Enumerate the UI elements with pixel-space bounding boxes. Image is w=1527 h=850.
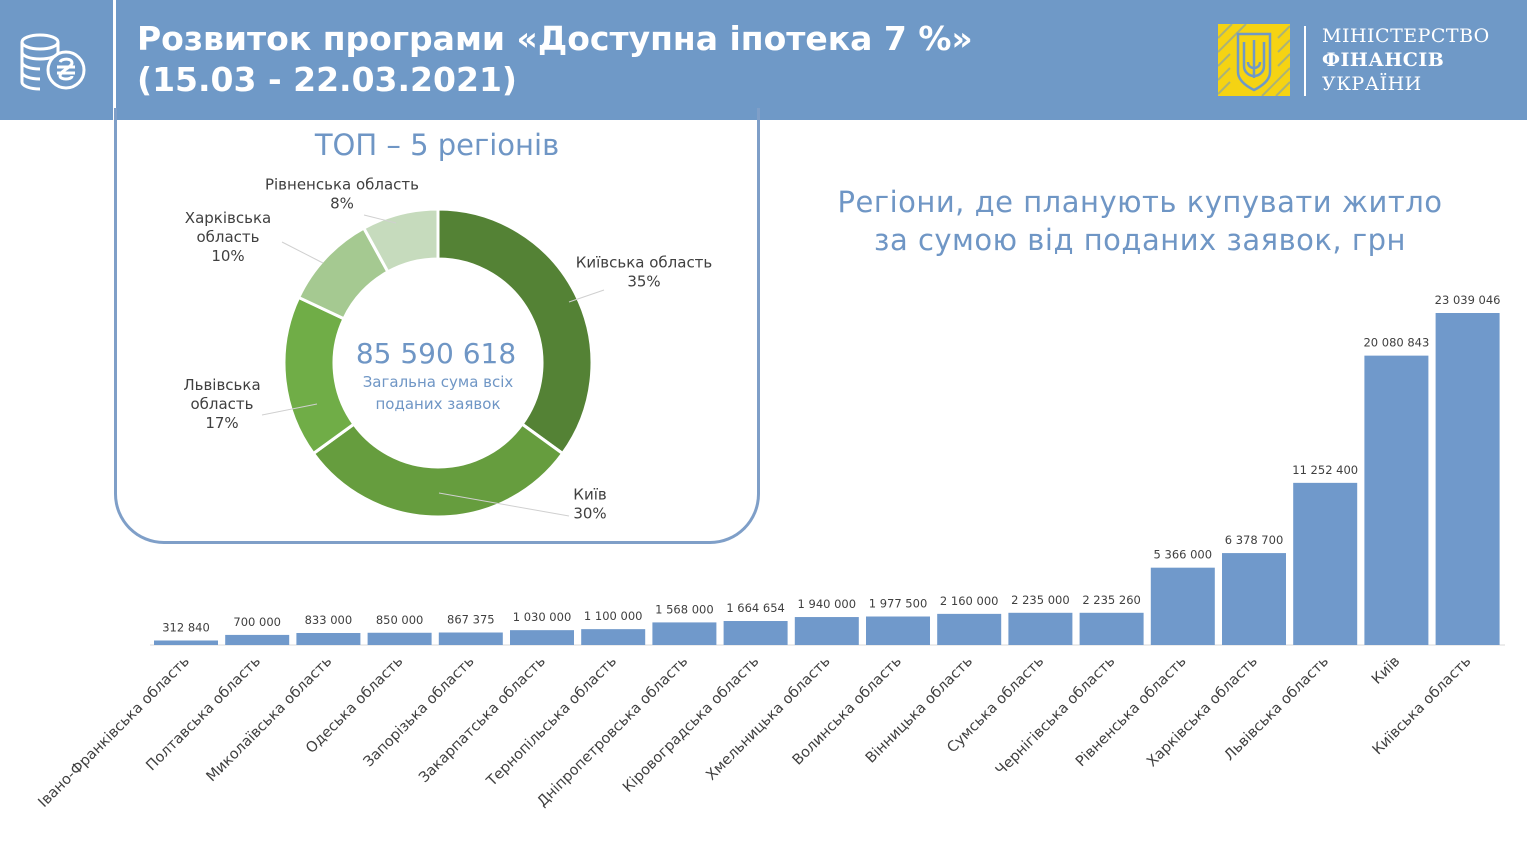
donut-leader-line xyxy=(261,403,318,416)
bar xyxy=(154,640,218,645)
donut-leader-line xyxy=(281,241,324,264)
bar-value-label: 2 235 260 xyxy=(1082,593,1141,607)
bar-value-label: 2 160 000 xyxy=(940,594,999,608)
bar xyxy=(1222,553,1286,645)
bar-value-label: 700 000 xyxy=(233,615,281,629)
donut-center-label-line2: поданих заявок xyxy=(375,395,500,413)
bar xyxy=(1435,313,1500,645)
donut-leader-line xyxy=(438,492,570,517)
ministry-divider xyxy=(1304,26,1306,96)
bar-value-label: 1 940 000 xyxy=(798,597,857,611)
bar-category-label: Кіровоградська область xyxy=(620,654,762,796)
bar-category-label: Полтавська область xyxy=(143,654,264,775)
bar-value-label: 833 000 xyxy=(305,613,353,627)
bar-value-label: 2 235 000 xyxy=(1011,593,1070,607)
donut-slice-label: Київ xyxy=(573,486,606,504)
donut-slice-value-label: 8% xyxy=(330,195,354,213)
donut-center-value: 85 590 618 xyxy=(356,337,516,370)
bar-value-label: 11 252 400 xyxy=(1292,463,1358,477)
donut-leader-line xyxy=(363,214,397,224)
bar xyxy=(937,613,1002,645)
donut-slice-value-label: 30% xyxy=(573,505,606,523)
bar xyxy=(652,622,717,645)
bar xyxy=(581,629,646,645)
donut-center-label-line1: Загальна сума всіх xyxy=(363,373,514,391)
bar-value-label: 1 664 654 xyxy=(726,601,785,615)
bar-value-label: 23 039 046 xyxy=(1435,293,1501,307)
donut-slice-label: Київська область xyxy=(576,254,713,272)
page-title: Розвиток програми «Доступна іпотека 7 %»… xyxy=(137,18,973,100)
bar xyxy=(1079,612,1144,645)
bar-category-label: Закарпатська область xyxy=(416,654,549,787)
top5-title: ТОП – 5 регіонів xyxy=(314,128,560,162)
bar-category-label: Тернопільська область xyxy=(483,654,620,791)
bar xyxy=(723,621,788,645)
bar xyxy=(866,616,930,645)
donut-slice xyxy=(361,207,440,274)
ministry-line3: УКРАЇНИ xyxy=(1322,73,1422,95)
donut-slice-label: область xyxy=(190,395,253,413)
bar-value-label: 1 568 000 xyxy=(655,602,714,616)
donut-slice xyxy=(311,422,565,519)
bar-value-label: 1 030 000 xyxy=(513,610,572,624)
bar-chart-title-line2: за сумою від поданих заявок, грн xyxy=(874,223,1406,257)
bar-value-label: 850 000 xyxy=(376,613,424,627)
page-title-line1: Розвиток програми «Доступна іпотека 7 %» xyxy=(137,19,973,58)
bar xyxy=(225,634,290,645)
bar xyxy=(1008,612,1073,645)
donut-slice-label: Харківська xyxy=(185,209,271,227)
donut-slice xyxy=(436,207,594,456)
bar-value-label: 1 100 000 xyxy=(584,609,643,623)
top5-panel xyxy=(114,108,760,544)
bar-chart-title-line1: Регіони, де планують купувати житло xyxy=(837,185,1443,219)
logo-tile xyxy=(0,0,113,120)
bar xyxy=(296,632,361,645)
bar-value-label: 20 080 843 xyxy=(1363,336,1429,350)
donut-leader-line xyxy=(568,289,605,303)
bar-category-label: Чернігівська область xyxy=(993,654,1118,779)
bar-value-label: 5 366 000 xyxy=(1154,548,1213,562)
bar-category-label: Миколаївська область xyxy=(204,654,336,786)
trident-emblem-icon xyxy=(1218,24,1290,96)
donut-slice-value-label: 35% xyxy=(627,273,660,291)
bar xyxy=(510,630,574,645)
ministry-name: МІНІСТЕРСТВО ФІНАНСІВ УКРАЇНИ xyxy=(1322,24,1490,96)
bar-value-label: 867 375 xyxy=(447,613,495,627)
bar xyxy=(1150,567,1215,645)
donut-slice-value-label: 17% xyxy=(205,414,238,432)
donut-slice-label: Львівська xyxy=(183,376,260,394)
donut-chart: Київська область35%Київ30%Львівськаоблас… xyxy=(183,176,713,523)
bar-category-label: Івано-Франківська область xyxy=(36,654,193,811)
coins-hryvnia-icon xyxy=(20,33,86,91)
bar-value-label: 1 977 500 xyxy=(869,597,928,611)
bar xyxy=(1293,482,1358,645)
donut-slice-label: Рівненська область xyxy=(265,176,419,194)
bar-value-label: 312 840 xyxy=(162,620,210,634)
bar-chart-title: Регіони, де планують купувати житло за с… xyxy=(800,183,1480,259)
ministry-line1: МІНІСТЕРСТВО xyxy=(1322,25,1490,47)
donut-slice-label: область xyxy=(196,228,259,246)
page-title-line2: (15.03 - 22.03.2021) xyxy=(137,60,517,99)
header-divider xyxy=(113,0,116,120)
bar xyxy=(1364,355,1429,645)
bar xyxy=(438,632,503,645)
bar-category-label: Київ xyxy=(1369,654,1403,688)
bar-value-label: 6 378 700 xyxy=(1225,533,1284,547)
bar-category-label: Дніпропетровська область xyxy=(535,654,692,811)
bar-category-label: Хмельницька область xyxy=(703,654,833,784)
bar xyxy=(794,617,859,645)
donut-slice-value-label: 10% xyxy=(211,247,244,265)
bar xyxy=(367,632,432,645)
ministry-line2: ФІНАНСІВ xyxy=(1322,49,1445,71)
